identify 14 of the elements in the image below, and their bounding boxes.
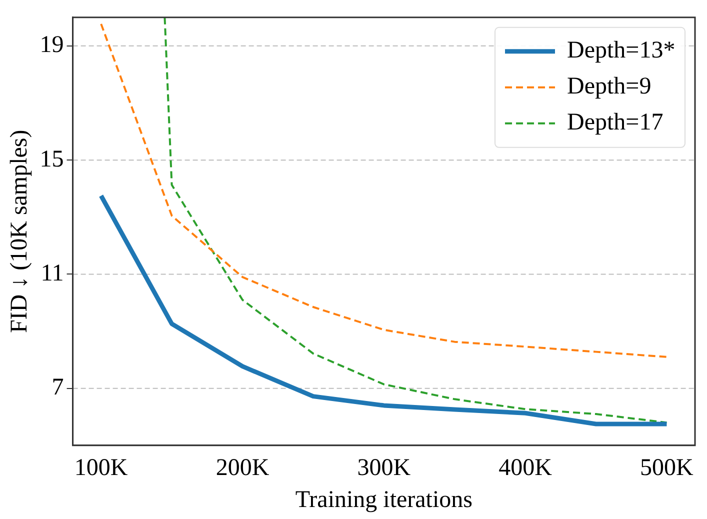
x-tick-label: 100K <box>74 455 128 482</box>
legend-label: Depth=9 <box>567 74 652 100</box>
y-axis-title: FID ↓ (10K samples) <box>6 130 33 334</box>
legend-label: Depth=13* <box>567 38 676 64</box>
x-axis-title: Training iterations <box>295 486 472 513</box>
legend-label: Depth=17 <box>567 110 664 136</box>
x-tick-label: 500K <box>640 455 694 482</box>
y-tick-label: 11 <box>40 260 64 286</box>
y-tick-label: 15 <box>40 146 64 172</box>
y-tick-label: 19 <box>40 32 64 58</box>
x-tick-label: 200K <box>216 455 270 482</box>
x-tick-label: 400K <box>498 455 553 482</box>
y-tick-label: 7 <box>52 374 64 401</box>
x-tick-label: 300K <box>357 455 412 482</box>
